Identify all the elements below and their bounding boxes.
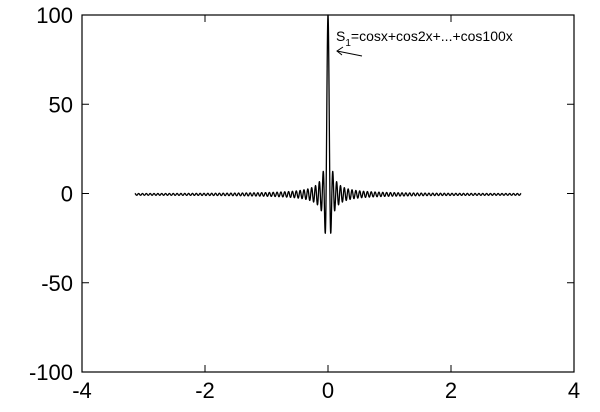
plot-frame (81, 14, 575, 373)
annotation-subscript: 1 (345, 38, 351, 49)
annotation-arrow (336, 46, 363, 57)
annotation-formula: =cosx+cos2x+...+cos100x (351, 28, 513, 44)
annotation-label: S1=cosx+cos2x+...+cos100x (336, 28, 513, 49)
y-tick-label: 0 (61, 182, 73, 207)
x-tick-label: 4 (568, 378, 580, 403)
y-ticks: -100 -50 0 50 100 (29, 3, 574, 385)
x-tick-label: 2 (445, 378, 457, 403)
x-tick-label: -4 (72, 378, 92, 403)
y-tick-label: -100 (29, 360, 73, 385)
x-ticks: -4 -2 0 2 4 (72, 15, 580, 403)
y-tick-label: -50 (41, 271, 73, 296)
y-tick-label: 50 (49, 92, 73, 117)
x-tick-label: -2 (195, 378, 215, 403)
y-tick-label: 100 (36, 3, 73, 28)
annotation-s: S (336, 28, 345, 44)
plot-area (82, 15, 574, 372)
x-tick-label: 0 (322, 378, 334, 403)
